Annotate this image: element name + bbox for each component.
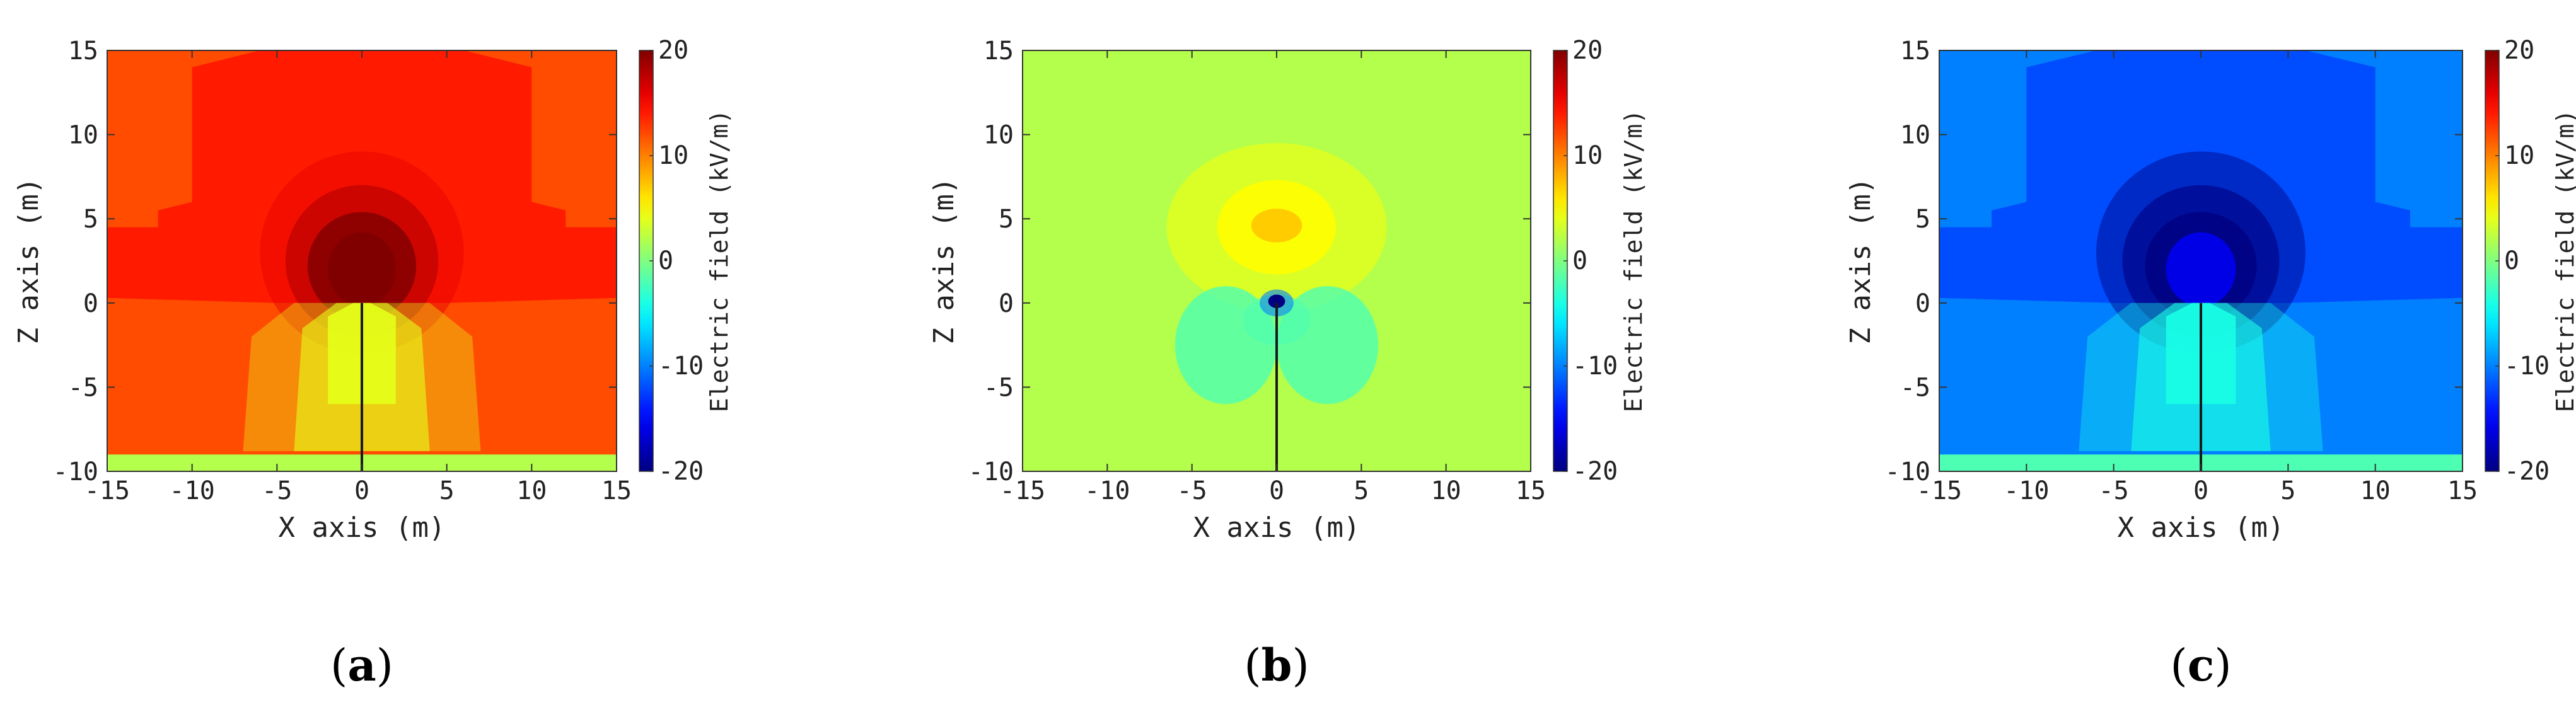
x-tick-label: 10 [2360, 476, 2391, 505]
field-region-upper-lobe [1251, 209, 1303, 243]
colorbar-tick-label: 20 [2504, 36, 2534, 65]
field-region-tip-core [328, 232, 396, 307]
y-tick-label: 0 [83, 289, 98, 318]
y-tick-label: 15 [68, 37, 98, 66]
colorbar-tick-label: -10 [1572, 352, 1618, 381]
colorbar-tick-label: -10 [2504, 352, 2550, 381]
x-tick-label: -15 [1917, 476, 1962, 505]
y-tick-label: 5 [999, 205, 1014, 234]
x-tick-label: -10 [1084, 476, 1130, 505]
field-region-tip-point [1268, 294, 1285, 308]
y-tick-label: -10 [53, 457, 98, 486]
field-map [1939, 50, 2463, 471]
field-region-upper-plume [1939, 50, 2463, 303]
x-axis-label: X axis (m) [279, 512, 446, 544]
x-tick-label: -10 [170, 476, 215, 505]
x-axis-label: X axis (m) [2118, 512, 2285, 544]
colorbar-tick-label: 0 [658, 246, 673, 275]
y-tick-label: -10 [968, 457, 1014, 486]
x-tick-label: 0 [1269, 476, 1284, 505]
x-tick-label: -10 [2004, 476, 2049, 505]
colorbar-tick-label: 10 [1572, 141, 1603, 170]
colorbar-tick-label: 0 [1572, 246, 1587, 275]
panel-caption: (c) [2170, 639, 2231, 691]
y-tick-label: 15 [1900, 37, 1930, 66]
field-map [107, 50, 617, 471]
x-tick-label: 10 [516, 476, 547, 505]
colorbar-label: Electric field (kV/m) [705, 110, 733, 412]
y-tick-label: -5 [983, 373, 1014, 402]
x-tick-label: 5 [2280, 476, 2295, 505]
colorbar-tick-label: 10 [658, 141, 688, 170]
colorbar-tick-label: -20 [2504, 457, 2550, 486]
field-region-tip-core [2166, 232, 2236, 307]
x-tick-label: 0 [354, 476, 369, 505]
y-tick-label: 0 [999, 289, 1014, 318]
colorbar-tick-label: 20 [658, 36, 688, 65]
x-tick-label: 10 [1431, 476, 1461, 505]
x-tick-label: -5 [1177, 476, 1207, 505]
colorbar-label: Electric field (kV/m) [1620, 110, 1647, 412]
colorbar-tick-label: 20 [1572, 36, 1603, 65]
x-tick-label: -15 [1000, 476, 1045, 505]
panel-caption: (b) [1244, 639, 1309, 691]
x-tick-label: -15 [84, 476, 130, 505]
colorbar-label: Electric field (kV/m) [2551, 110, 2576, 412]
y-axis-label: Z axis (m) [928, 178, 960, 345]
x-tick-label: 15 [1516, 476, 1546, 505]
x-tick-label: 5 [439, 476, 455, 505]
x-tick-label: 0 [2193, 476, 2208, 505]
panel-caption: (a) [330, 639, 393, 691]
x-tick-label: -5 [262, 476, 292, 505]
colorbar-tick-label: -20 [658, 457, 704, 486]
colorbar-tick-label: 10 [2504, 141, 2534, 170]
y-tick-label: 5 [1915, 205, 1930, 234]
y-tick-label: 10 [1900, 121, 1930, 150]
colorbar-tick-label: 0 [2504, 246, 2519, 275]
y-tick-label: 0 [1915, 289, 1930, 318]
colorbar-tick-label: -20 [1572, 457, 1618, 486]
y-tick-label: 10 [983, 121, 1014, 150]
colorbar-tick-label: -10 [658, 352, 704, 381]
y-tick-label: 10 [68, 121, 98, 150]
y-tick-label: -10 [1885, 457, 1930, 486]
y-axis-label: Z axis (m) [1845, 178, 1877, 345]
x-tick-label: 15 [2447, 476, 2478, 505]
x-tick-label: 5 [1354, 476, 1369, 505]
y-tick-label: 15 [983, 37, 1014, 66]
x-tick-label: -5 [2099, 476, 2129, 505]
y-tick-label: -5 [1900, 373, 1930, 402]
x-axis-label: X axis (m) [1193, 512, 1361, 544]
x-tick-label: 15 [601, 476, 632, 505]
y-tick-label: -5 [68, 373, 98, 402]
field-region-upper-plume [107, 50, 617, 303]
y-axis-label: Z axis (m) [13, 178, 45, 345]
y-tick-label: 5 [83, 205, 98, 234]
